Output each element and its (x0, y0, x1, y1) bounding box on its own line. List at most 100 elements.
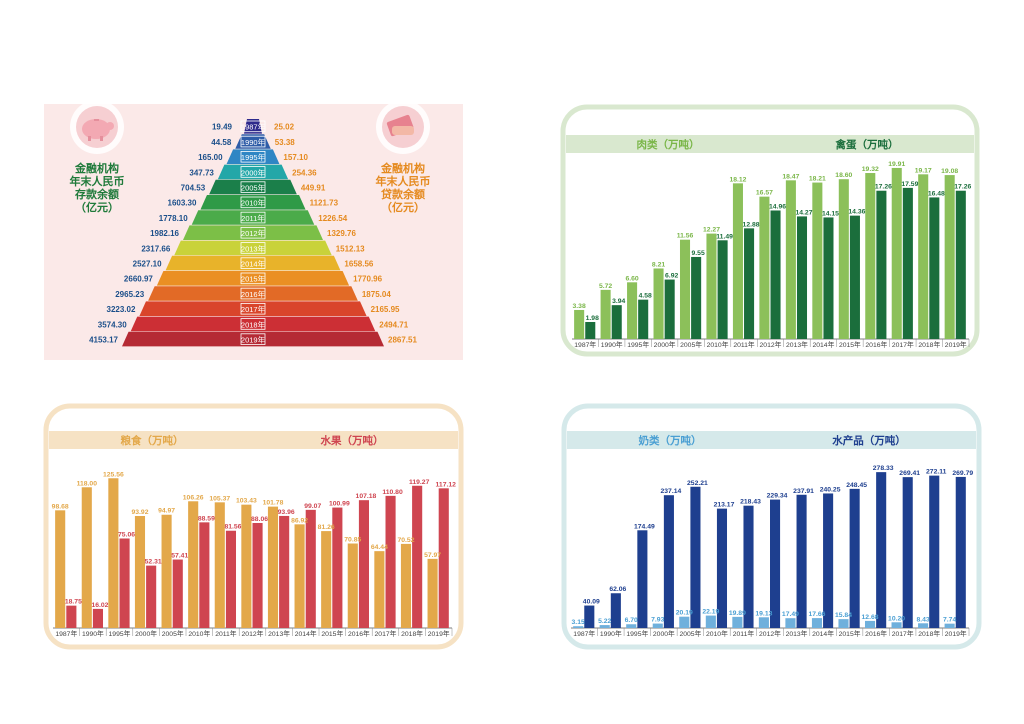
grain-panel-frame (43, 403, 464, 650)
x-tick-label: 1987年 (55, 629, 77, 638)
loan-value-label: 254.36 (292, 168, 317, 177)
pyramid-tier (174, 240, 332, 256)
pyramid-year-box (240, 226, 266, 239)
series1-value-label: 16.57 (756, 190, 773, 197)
series2-bar (610, 593, 621, 628)
loan-label-line: 金融机构 (380, 161, 425, 175)
series2-bar (584, 605, 595, 628)
series1-bar (918, 623, 929, 628)
series1-value-label: 93.92 (131, 509, 148, 516)
series2-value-label: 62.06 (609, 586, 626, 593)
series1-bar (347, 543, 358, 628)
series1-legend-label: 肉类（万吨） (637, 138, 700, 151)
series1-bar (294, 524, 305, 628)
series1-value-label: 118.00 (77, 480, 98, 487)
series2-value-label: 14.96 (769, 203, 786, 210)
pyramid-tier (235, 134, 271, 149)
grain-legend-band (49, 431, 458, 449)
series1-bar (188, 501, 199, 628)
series2-value-label: 17.26 (875, 184, 892, 191)
pyramid-year-box (240, 166, 266, 178)
x-tick-label: 2015年 (321, 629, 343, 638)
x-tick-label: 1995年 (109, 629, 131, 638)
series1-value-label: 19.13 (755, 610, 772, 617)
pyramid-year-box (240, 302, 266, 315)
deposit-label-line: 存款余额 (75, 187, 119, 201)
series2-bar (358, 500, 370, 628)
series1-value-label: 19.89 (729, 610, 746, 617)
series1-bar (627, 282, 638, 339)
pyramid-year-label: 2000年 (241, 167, 266, 177)
series2-bar (172, 559, 183, 628)
pyramid-tier (183, 225, 323, 240)
x-tick-label: 2015年 (839, 629, 861, 638)
series1-value-label: 10.20 (888, 615, 905, 622)
series2-bar (955, 476, 966, 628)
pyramid-year-label: 1990年 (241, 137, 266, 147)
bank-card-icon (376, 100, 430, 154)
series2-bar (743, 505, 754, 628)
series1-value-label: 18.21 (809, 176, 826, 183)
series2-bar (305, 509, 316, 628)
meat-egg-bar-chart: 肉类（万吨） 禽蛋（万吨） 3.381.98 1987年 5.72 3.94 1990年 6.… (572, 138, 972, 349)
series1-value-label: 94.97 (158, 508, 175, 515)
series2-value-label: 14.27 (795, 209, 812, 216)
series1-value-label: 20.19 (676, 610, 693, 617)
pyramid-year-label: 1995年 (241, 152, 266, 162)
series1-value-label: 98.68 (52, 503, 69, 510)
loan-value-label: 157.10 (283, 153, 308, 162)
deposit-value-label: 1982.16 (150, 229, 179, 238)
series1-bar (706, 233, 717, 339)
series1-bar (267, 506, 279, 628)
series2-bar (744, 228, 755, 339)
series1-bar (427, 558, 438, 628)
pyramid-tier (209, 179, 297, 195)
pyramid-year-box (240, 272, 266, 285)
series2-value-label: 9.55 (692, 250, 705, 257)
series2-bar (823, 493, 834, 628)
series1-value-label: 11.56 (677, 233, 694, 240)
series1-value-label: 19.91 (888, 161, 905, 168)
pyramid-year-label: 2011年 (241, 213, 265, 223)
series1-value-label: 7.93 (651, 617, 664, 624)
series1-value-label: 5.22 (598, 618, 611, 625)
meat-legend-band (566, 135, 974, 153)
series2-bar (585, 321, 596, 339)
x-tick-label: 2014年 (295, 629, 317, 638)
pyramid-year-label: 2013年 (241, 243, 266, 253)
series1-value-label: 8.43 (916, 616, 929, 623)
loan-label-line: 年末人民币 (376, 174, 431, 188)
series1-value-label: 19.32 (862, 166, 879, 173)
series1-bar (574, 309, 585, 339)
series2-value-label: 269.79 (952, 470, 973, 477)
x-tick-label: 2018年 (918, 340, 940, 349)
pyramid-year-label: 2018年 (241, 319, 266, 329)
x-tick-label: 2012年 (242, 629, 264, 638)
deposit-value-label: 2965.23 (115, 290, 144, 299)
loan-value-label: 1226.54 (318, 214, 347, 223)
series1-bar (732, 183, 743, 339)
x-tick-label: 2016年 (865, 340, 887, 349)
series1-bar (108, 478, 119, 628)
series2-bar (119, 538, 130, 628)
series1-bar (55, 510, 66, 628)
loan-value-label: 1875.04 (362, 290, 391, 299)
pyramid-year-box (240, 150, 266, 163)
series1-bar (944, 623, 955, 628)
series1-bar (838, 619, 849, 628)
series1-bar (81, 487, 92, 628)
pyramid-tier (156, 271, 350, 286)
pyramid-tier (244, 119, 262, 134)
series1-value-label: 3.15 (572, 619, 585, 626)
series2-value-label: 117.12 (436, 481, 457, 488)
x-tick-label: 2018年 (918, 629, 940, 638)
series2-bar (690, 486, 701, 628)
x-tick-label: 1990年 (601, 340, 623, 349)
series2-value-label: 6.92 (665, 273, 678, 280)
milk-legend-band (567, 431, 976, 449)
series1-value-label: 105.37 (209, 495, 230, 502)
series1-legend-label: 奶类（万吨） (639, 434, 702, 447)
series2-value-label: 18.75 (65, 599, 82, 606)
